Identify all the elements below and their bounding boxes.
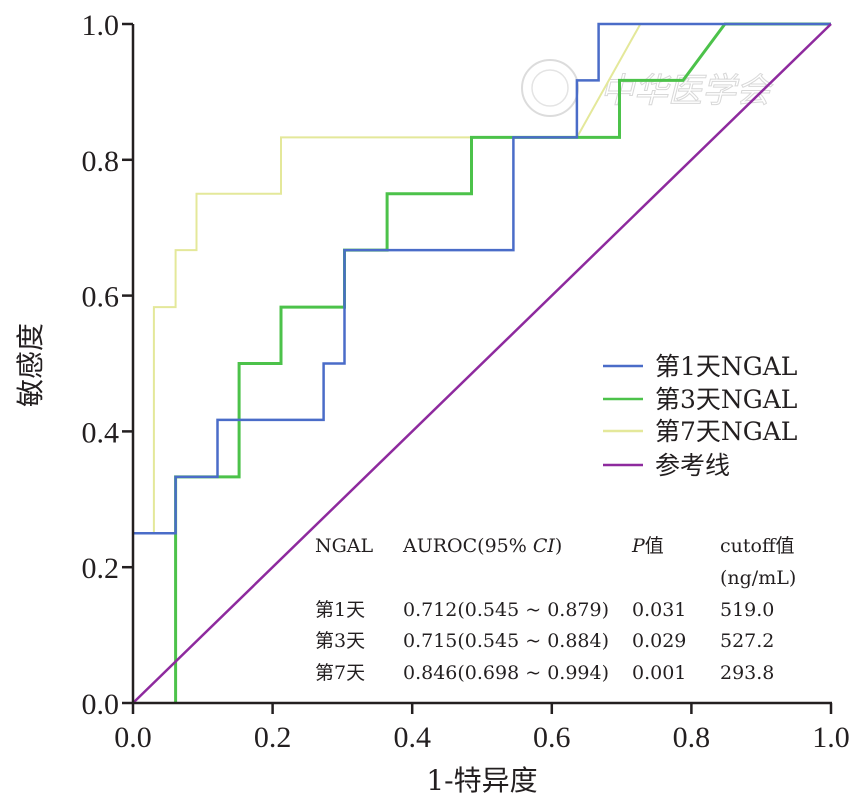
y-tick-label: 0.4	[82, 416, 120, 449]
series-line-3	[133, 23, 831, 535]
table-row-day: 第7天	[315, 662, 365, 684]
y-axis-title: 敏感度	[14, 323, 47, 407]
x-axis-title: 1-特异度	[426, 764, 537, 797]
legend-label: 第3天NGAL	[655, 385, 797, 414]
x-tick-label: 0.8	[673, 721, 711, 754]
table-header-ngal: NGAL	[315, 535, 374, 557]
series-line-4	[132, 23, 832, 704]
table-header-p: P值	[631, 535, 664, 557]
stats-table: NGAL AUROC(95% CI) P值 cutoff值 (ng/mL) 第1…	[315, 535, 796, 684]
series-line-1	[133, 22, 831, 535]
table-row-cutoff: 293.8	[720, 662, 774, 684]
legend-item: 参考线	[603, 451, 730, 480]
auroc-suffix: )	[555, 535, 562, 557]
table-row-p: 0.001	[632, 662, 686, 684]
p-letter: P	[631, 535, 646, 557]
watermark-logo-icon	[521, 59, 579, 117]
legend-item: 第7天NGAL	[603, 417, 797, 446]
legend-label: 第7天NGAL	[655, 417, 797, 446]
table-row-cutoff: 527.2	[720, 630, 774, 652]
legend: 第1天NGAL 第3天NGAL 第7天NGAL 参考线	[603, 352, 797, 480]
x-tick-label: 0.2	[254, 721, 292, 754]
table-header-auroc: AUROC(95% CI)	[402, 535, 562, 557]
legend-item: 第1天NGAL	[603, 352, 797, 381]
x-tick-label: 0.4	[393, 721, 431, 754]
auroc-prefix: AUROC(95%	[402, 535, 533, 557]
table-row-cutoff: 519.0	[720, 599, 774, 621]
table-row-p: 0.031	[632, 599, 686, 621]
table-row-auroc: 0.715(0.545 ~ 0.884)	[403, 630, 609, 652]
x-tick-label: 1.0	[812, 721, 850, 754]
legend-item: 第3天NGAL	[603, 385, 797, 414]
table-row-day: 第1天	[315, 599, 365, 621]
y-tick-label: 0.2	[82, 552, 120, 585]
legend-label: 参考线	[655, 451, 730, 480]
y-tick-label: 1.0	[82, 9, 120, 42]
table-row-auroc: 0.846(0.698 ~ 0.994)	[403, 662, 609, 684]
legend-label: 第1天NGAL	[655, 352, 797, 381]
y-tick-label: 0.0	[82, 688, 120, 721]
table-header-cutoff-unit: (ng/mL)	[720, 567, 796, 589]
watermark-logo-inner	[531, 69, 569, 107]
x-ticks: 0.0 0.2 0.4 0.6 0.8 1.0	[114, 703, 850, 754]
table-row-p: 0.029	[632, 630, 686, 652]
x-tick-label: 0.6	[533, 721, 571, 754]
y-tick-label: 0.8	[82, 145, 120, 178]
axes: 0.0 0.2 0.4 0.6 0.8 1.0 0.0 0.2 0.4 0.6 0.8 1.0	[82, 9, 850, 754]
auroc-ci: CI	[533, 535, 556, 557]
x-tick-label: 0.0	[114, 721, 152, 754]
watermark: 中华医学会	[521, 59, 774, 117]
table-row-auroc: 0.712(0.545 ~ 0.879)	[403, 599, 609, 621]
y-ticks: 0.0 0.2 0.4 0.6 0.8 1.0	[82, 9, 133, 721]
y-tick-label: 0.6	[82, 281, 120, 314]
table-row-day: 第3天	[315, 630, 365, 652]
table-header-cutoff: cutoff值	[720, 535, 794, 557]
p-suffix: 值	[645, 535, 664, 557]
series-group	[132, 22, 832, 704]
